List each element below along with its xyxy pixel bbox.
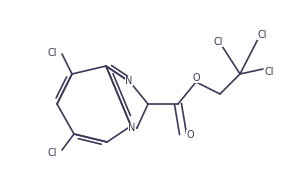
Text: O: O	[186, 130, 194, 140]
Text: N: N	[125, 76, 133, 86]
Text: O: O	[192, 73, 200, 83]
Text: Cl: Cl	[213, 37, 223, 47]
Text: Cl: Cl	[47, 148, 57, 158]
Text: Cl: Cl	[264, 67, 274, 77]
Text: Cl: Cl	[257, 30, 267, 40]
Text: Cl: Cl	[47, 48, 57, 58]
Text: N: N	[128, 123, 136, 133]
